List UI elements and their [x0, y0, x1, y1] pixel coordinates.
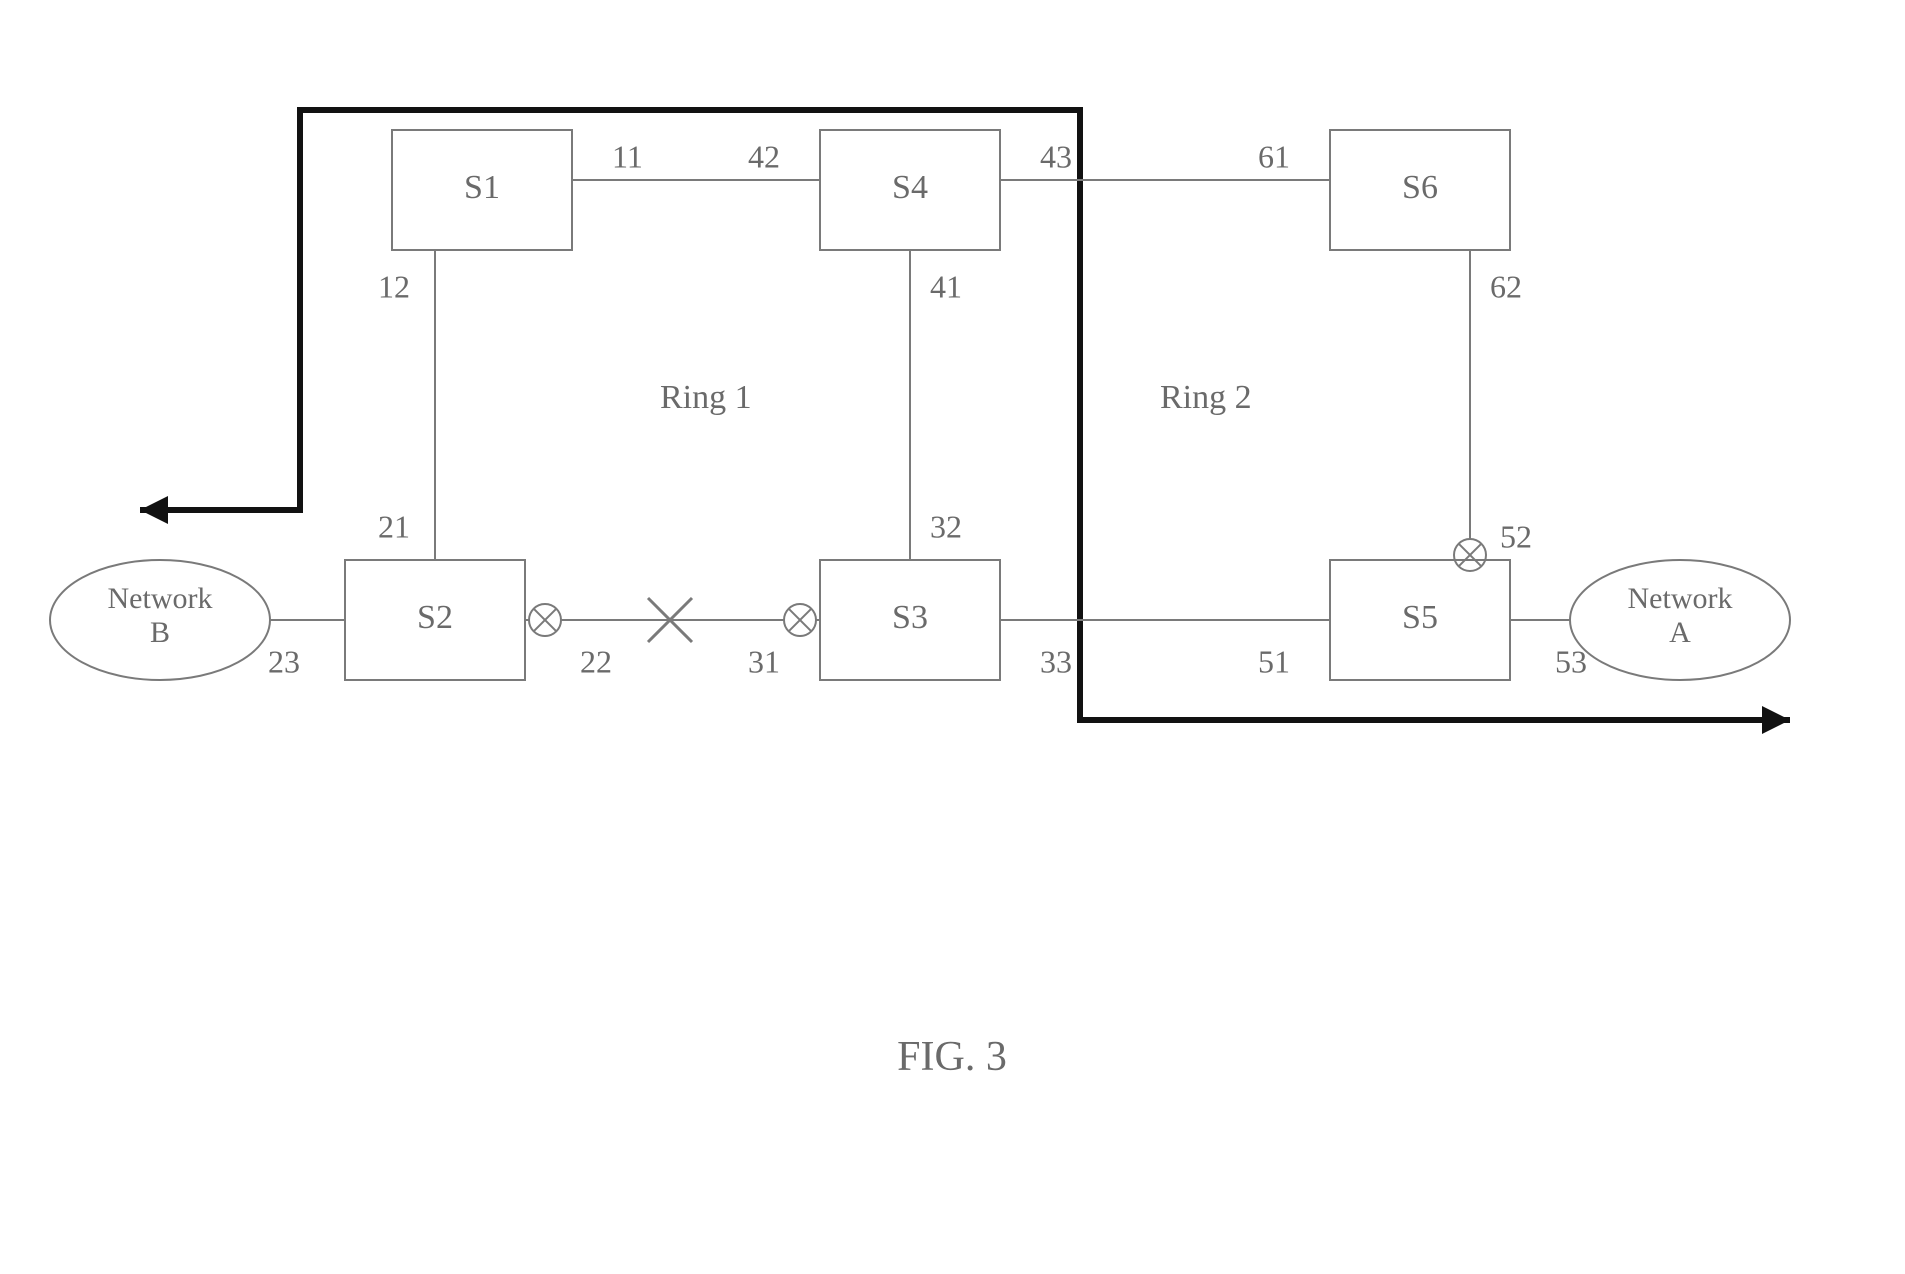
cloud-NB-line1: Network — [108, 582, 213, 615]
blocked-port-icon — [784, 604, 816, 636]
cloud-NA-line1: Network — [1628, 582, 1733, 615]
protection-path — [140, 110, 1790, 720]
cloud-NB-line2: B — [150, 616, 170, 649]
port-label-11: 11 — [612, 138, 643, 174]
arrow-head — [140, 496, 168, 524]
node-S2: S2 — [345, 560, 525, 680]
port-label-51: 51 — [1258, 643, 1290, 679]
node-S4-label: S4 — [892, 169, 928, 206]
node-S6-label: S6 — [1402, 169, 1438, 206]
port-label-33: 33 — [1040, 643, 1072, 679]
port-label-31: 31 — [748, 643, 780, 679]
port-label-52: 52 — [1500, 518, 1532, 554]
port-label-22: 22 — [580, 643, 612, 679]
port-label-61: 61 — [1258, 138, 1290, 174]
blocked-port-icon — [1454, 539, 1486, 571]
arrow-head — [1762, 706, 1790, 734]
node-S3: S3 — [820, 560, 1000, 680]
port-label-62: 62 — [1490, 268, 1522, 304]
port-label-12: 12 — [378, 268, 410, 304]
port-label-23: 23 — [268, 643, 300, 679]
cloud-NA-line2: A — [1669, 616, 1691, 649]
node-S1-label: S1 — [464, 169, 500, 206]
cloud-NA: NetworkA — [1570, 560, 1790, 680]
node-S5: S5 — [1330, 560, 1510, 680]
port-label-53: 53 — [1555, 643, 1587, 679]
node-S5-label: S5 — [1402, 599, 1438, 636]
cloud-NB: NetworkB — [50, 560, 270, 680]
port-label-42: 42 — [748, 138, 780, 174]
blocked-port-icon — [529, 604, 561, 636]
port-label-32: 32 — [930, 508, 962, 544]
node-S1: S1 — [392, 130, 572, 250]
ring-label-2: Ring 2 — [1160, 379, 1252, 416]
node-S2-label: S2 — [417, 599, 453, 636]
port-label-41: 41 — [930, 268, 962, 304]
node-S6: S6 — [1330, 130, 1510, 250]
figure-caption: FIG. 3 — [897, 1034, 1007, 1080]
port-label-43: 43 — [1040, 138, 1072, 174]
port-label-21: 21 — [378, 508, 410, 544]
node-S4: S4 — [820, 130, 1000, 250]
ring-label-1: Ring 1 — [660, 379, 752, 416]
node-S3-label: S3 — [892, 599, 928, 636]
